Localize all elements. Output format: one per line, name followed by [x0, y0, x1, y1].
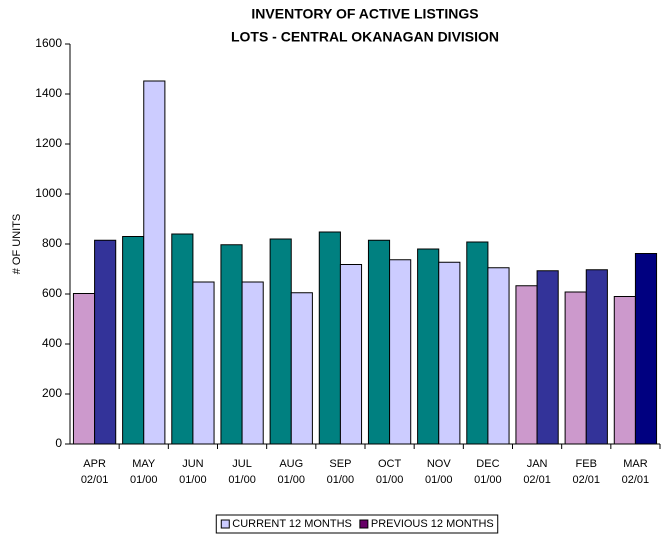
x-tick-label: JUL — [232, 458, 252, 470]
x-tick-label: APR — [83, 458, 106, 470]
x-tick-label: 02/01 — [81, 474, 109, 486]
bar — [417, 248, 440, 445]
legend — [215, 514, 499, 534]
bar — [241, 281, 264, 445]
x-tick-label: 01/00 — [425, 474, 453, 486]
legend-swatch — [359, 519, 369, 529]
x-tick-label: SEP — [329, 458, 351, 470]
bar — [72, 293, 96, 445]
bar — [220, 244, 243, 445]
y-axis-label: # OF UNITS — [11, 214, 23, 275]
bar — [585, 269, 608, 445]
legend-label: PREVIOUS 12 MONTHS — [371, 518, 494, 530]
bar — [269, 238, 292, 445]
bar — [339, 264, 363, 445]
bar — [536, 270, 559, 445]
x-tick-label: 01/00 — [376, 474, 404, 486]
x-tick-label: NOV — [427, 458, 452, 470]
bar — [143, 80, 166, 445]
y-tick-label: 400 — [42, 336, 62, 350]
x-tick-label: 02/01 — [572, 474, 600, 486]
x-tick-label: 01/00 — [327, 474, 355, 486]
x-tick-label: 01/00 — [179, 474, 207, 486]
bar — [290, 292, 313, 445]
chart-title: INVENTORY OF ACTIVE LISTINGS — [251, 6, 478, 22]
x-tick-label: 02/01 — [523, 474, 551, 486]
x-tick-label: AUG — [279, 458, 303, 470]
bar — [367, 239, 391, 445]
y-tick-label: 1200 — [35, 136, 62, 150]
bar — [564, 291, 587, 445]
bar — [318, 231, 341, 445]
y-tick-label: 200 — [42, 386, 62, 400]
bar — [515, 285, 538, 445]
bar — [94, 239, 117, 445]
x-tick-label: DEC — [476, 458, 499, 470]
x-tick-label: MAR — [623, 458, 648, 470]
y-tick-label: 1400 — [35, 86, 62, 100]
x-tick-label: 02/01 — [622, 474, 650, 486]
x-tick-label: MAY — [132, 458, 156, 470]
x-tick-label: 01/00 — [277, 474, 305, 486]
y-tick-label: 800 — [42, 236, 62, 250]
x-tick-label: JUN — [182, 458, 203, 470]
y-tick-label: 0 — [55, 436, 62, 450]
y-tick-label: 600 — [42, 286, 62, 300]
y-tick-label: 1600 — [35, 36, 62, 50]
x-tick-label: 01/00 — [130, 474, 158, 486]
legend-label: CURRENT 12 MONTHS — [232, 518, 352, 530]
bar — [192, 281, 215, 445]
bar — [122, 236, 145, 445]
chart-title: LOTS - CENTRAL OKANAGAN DIVISION — [231, 29, 499, 45]
bar — [487, 267, 510, 445]
legend-swatch — [220, 519, 230, 529]
x-tick-label: OCT — [378, 458, 402, 470]
y-tick-label: 1000 — [35, 186, 62, 200]
x-tick-label: JAN — [527, 458, 548, 470]
bar — [389, 259, 412, 445]
bar — [438, 261, 461, 445]
x-tick-label: 01/00 — [474, 474, 502, 486]
bar — [466, 241, 489, 445]
x-tick-label: FEB — [576, 458, 597, 470]
x-tick-label: 01/00 — [228, 474, 256, 486]
bar — [634, 253, 658, 445]
bar — [171, 233, 194, 445]
bar — [613, 296, 636, 445]
